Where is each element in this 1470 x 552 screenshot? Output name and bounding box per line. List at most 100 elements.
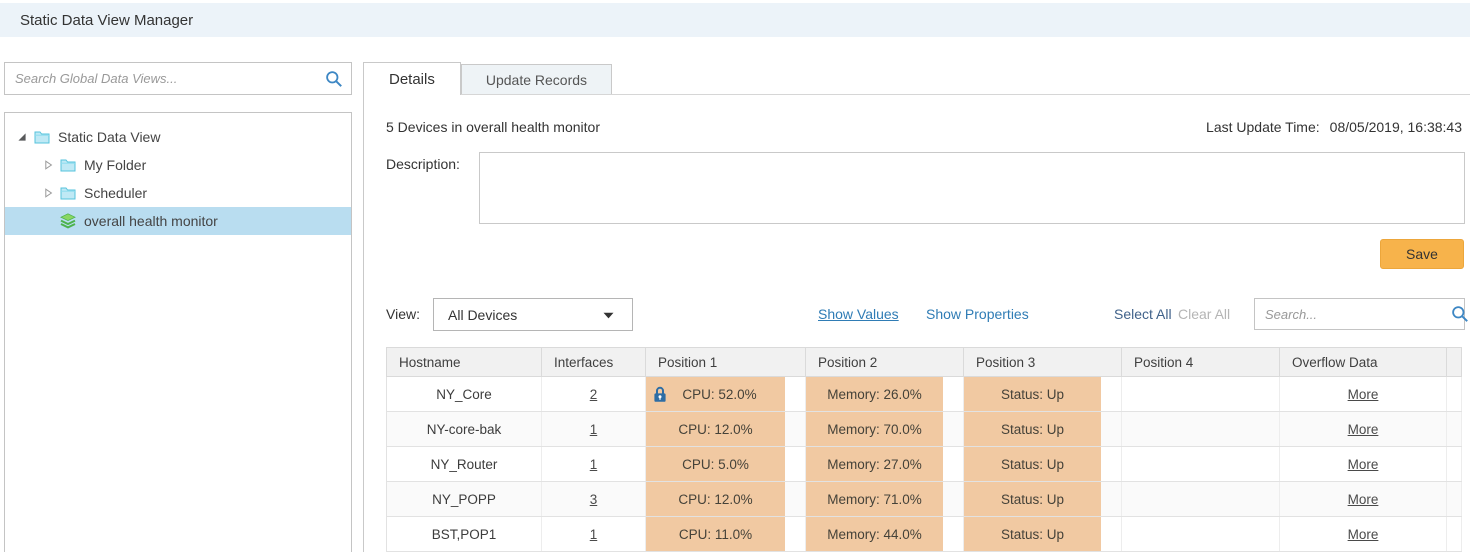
position-text: Status: Up [1000,491,1065,507]
position-text: Status: Up [1000,456,1065,472]
search-icon[interactable] [317,63,351,94]
lock-icon [654,386,666,402]
interfaces-cell: 1 [541,516,646,552]
tree-item-scheduler[interactable]: Scheduler [5,179,351,207]
column-header[interactable]: Position 4 [1121,347,1280,377]
position-value-chip: CPU: 11.0% [646,517,785,551]
global-search-input[interactable] [5,63,317,94]
table-controls-row: View: All Devices Show Values Show Prope… [364,298,1470,331]
expander-spacer [43,216,53,226]
view-dropdown[interactable]: All Devices [433,298,633,331]
folder-icon [34,131,50,144]
last-update-label: Last Update Time: [1206,119,1320,135]
column-header[interactable]: Overflow Data [1279,347,1447,377]
position-text: CPU: 12.0% [678,491,753,507]
device-table: Hostname Interfaces Position 1 Position 2 Po… [386,347,1462,552]
more-link[interactable]: More [1347,491,1379,507]
table-search-input[interactable] [1255,299,1445,329]
collapsed-arrow-icon[interactable] [43,188,53,198]
overflow-cell: More [1279,481,1447,517]
device-table-body: NY_Core 2 CPU: 52.0% Memory: 26.0% Status: U… [386,376,1462,552]
scrollbar-spacer [1446,411,1462,447]
column-header[interactable]: Hostname [386,347,542,377]
interfaces-cell: 1 [541,446,646,482]
show-properties-link[interactable]: Show Properties [926,306,1029,322]
tree-item-label: My Folder [84,157,147,173]
interfaces-link[interactable]: 1 [589,526,598,542]
description-label: Description: [386,156,460,172]
position-text: Memory: 70.0% [827,421,922,437]
position-cell-empty [1121,481,1280,517]
more-link[interactable]: More [1347,421,1379,437]
view-label: View: [386,306,420,322]
clear-all-link: Clear All [1178,306,1231,322]
interfaces-link[interactable]: 3 [589,491,598,507]
tab-details[interactable]: Details [363,62,461,95]
table-row: NY_Core 2 CPU: 52.0% Memory: 26.0% Status: U… [386,376,1462,412]
tree-item-label: overall health monitor [84,213,218,229]
position-text: Memory: 44.0% [827,526,922,542]
column-header[interactable]: Position 1 [645,347,806,377]
scrollbar-header-spacer [1446,347,1462,377]
position-text: Status: Up [1000,386,1065,402]
interfaces-link[interactable]: 1 [589,421,598,437]
table-header-row: Hostname Interfaces Position 1 Position 2 Po… [386,347,1462,377]
scrollbar-spacer [1446,516,1462,552]
position-cell-empty [1121,516,1280,552]
hostname-text: BST,POP1 [431,526,497,542]
position-text: CPU: 5.0% [682,456,749,472]
table-row: NY_POPP 3 CPU: 12.0% Memory: 71.0% Status: U… [386,481,1462,517]
position-cell: Status: Up [963,376,1122,412]
position-cell: Memory: 26.0% [805,376,964,412]
save-button[interactable]: Save [1380,239,1464,269]
show-values-link[interactable]: Show Values [818,306,899,322]
tree-item-static-data-view[interactable]: Static Data View [5,123,351,151]
device-count-summary: 5 Devices in overall health monitor [386,119,600,135]
scrollbar-spacer [1446,481,1462,517]
last-update-value: 08/05/2019, 16:38:43 [1329,119,1462,135]
expanded-arrow-icon[interactable] [17,132,27,142]
position-value-chip: Memory: 27.0% [806,447,943,481]
table-search-icon[interactable] [1445,299,1470,329]
hostname-cell: NY_Core [386,376,542,412]
table-row: NY-core-bak 1 CPU: 12.0% Memory: 70.0% Statu… [386,411,1462,447]
position-value-chip: CPU: 5.0% [646,447,785,481]
column-header[interactable]: Interfaces [541,347,646,377]
tab-update-records[interactable]: Update Records [460,64,613,94]
position-cell: Status: Up [963,516,1122,552]
position-cell: CPU: 5.0% [645,446,806,482]
column-header[interactable]: Position 3 [963,347,1122,377]
scrollbar-spacer [1446,376,1462,412]
position-cell: Status: Up [963,411,1122,447]
interfaces-cell: 2 [541,376,646,412]
interfaces-link[interactable]: 2 [589,386,598,402]
column-header[interactable]: Position 2 [805,347,964,377]
select-all-link[interactable]: Select All [1114,306,1172,322]
folder-icon [60,159,76,172]
collapsed-arrow-icon[interactable] [43,160,53,170]
position-value-chip: Status: Up [964,517,1101,551]
position-text: CPU: 12.0% [678,421,753,437]
tree: Static Data View My Folder Scheduler overal… [5,123,351,235]
hostname-cell: NY_Router [386,446,542,482]
position-value-chip: CPU: 52.0% [646,377,785,411]
scrollbar-spacer [1446,446,1462,482]
app-header: Static Data View Manager [0,3,1470,37]
overflow-cell: More [1279,411,1447,447]
interfaces-cell: 1 [541,411,646,447]
position-value-chip: Memory: 44.0% [806,517,943,551]
more-link[interactable]: More [1347,456,1379,472]
description-field[interactable] [479,152,1465,224]
position-cell: Memory: 27.0% [805,446,964,482]
more-link[interactable]: More [1347,526,1379,542]
position-text: Memory: 71.0% [827,491,922,507]
tree-item-my-folder[interactable]: My Folder [5,151,351,179]
interfaces-link[interactable]: 1 [589,456,598,472]
more-link[interactable]: More [1347,386,1379,402]
position-cell-empty [1121,446,1280,482]
tree-item-overall-health-monitor[interactable]: overall health monitor [5,207,351,235]
position-value-chip: Status: Up [964,447,1101,481]
tab-bar: Details Update Records [363,62,1470,95]
position-value-chip: Memory: 26.0% [806,377,943,411]
hostname-text: NY_Core [436,386,492,402]
